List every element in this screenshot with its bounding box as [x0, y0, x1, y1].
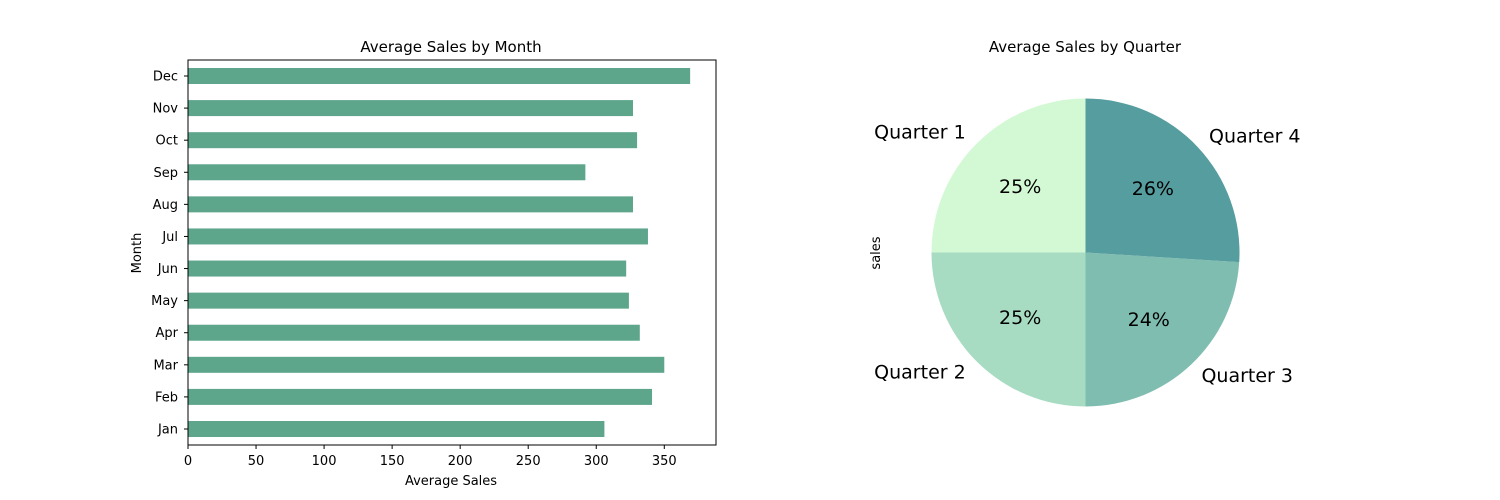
bar-aug	[188, 196, 633, 213]
pie-percent-label: 24%	[1128, 309, 1170, 331]
y-tick-label: Dec	[153, 70, 178, 85]
pie-slice-label: Quarter 4	[1209, 126, 1301, 148]
y-tick-label: May	[151, 294, 178, 309]
y-tick-label: Oct	[156, 134, 178, 149]
y-tick-label: Mar	[153, 358, 178, 373]
y-tick-label: Jun	[157, 262, 178, 277]
y-tick-label: Aug	[153, 198, 178, 213]
y-tick-label: Nov	[153, 102, 179, 117]
x-tick-label: 150	[380, 454, 405, 469]
bar-chart: Average Sales by Month Jan Feb Mar Apr May Ju…	[130, 38, 717, 489]
bar-series	[188, 68, 691, 437]
pie-chart-title: Average Sales by Quarter	[989, 38, 1182, 56]
pie-percent-label: 25%	[999, 176, 1041, 198]
bar-feb	[188, 388, 653, 405]
pie-slice-quarter-4	[1085, 98, 1240, 263]
bar-sep	[188, 164, 586, 181]
y-tick-label: Jul	[161, 230, 178, 245]
bar-jan	[188, 421, 605, 437]
x-tick-label: 0	[184, 454, 192, 469]
x-axis-ticks: 0 50 100 150 200 250 300 350	[184, 445, 677, 469]
bar-apr	[188, 324, 640, 341]
pie-slice-quarter-2	[931, 252, 1086, 407]
pie-slice-quarter-3	[1085, 252, 1240, 407]
bar-jul	[188, 228, 648, 245]
y-tick-label: Apr	[156, 326, 179, 341]
pie-slice-label: Quarter 1	[874, 122, 966, 144]
x-tick-label: 300	[584, 454, 609, 469]
x-tick-label: 50	[248, 454, 265, 469]
x-axis-label: Average Sales	[405, 474, 497, 489]
bar-chart-title: Average Sales by Month	[360, 38, 541, 56]
pie-chart: Average Sales by Quarter sales Quarter 1…	[869, 38, 1301, 407]
pie-slices	[931, 98, 1240, 407]
bar-may	[188, 292, 629, 309]
pie-percent-label: 25%	[999, 307, 1041, 329]
x-tick-label: 250	[516, 454, 541, 469]
x-tick-label: 350	[652, 454, 677, 469]
bar-dec	[188, 68, 691, 84]
x-tick-label: 200	[448, 454, 473, 469]
bar-plot-frame	[187, 59, 717, 446]
pie-slice-quarter-1	[931, 98, 1086, 253]
bar-mar	[188, 356, 665, 373]
bar-oct	[188, 132, 638, 149]
pie-slice-label: Quarter 2	[874, 361, 966, 383]
pie-slice-label: Quarter 3	[1201, 365, 1293, 387]
y-tick-label: Feb	[155, 390, 178, 405]
y-tick-label: Jan	[157, 423, 178, 438]
pie-percent-label: 26%	[1132, 178, 1174, 200]
y-axis-label: Month	[130, 233, 145, 274]
pie-y-axis-label: sales	[869, 236, 884, 269]
bar-nov	[188, 100, 633, 117]
y-tick-label: Sep	[153, 166, 178, 181]
y-axis-ticks: Jan Feb Mar Apr May Jun Jul Aug Sep Oct Nov Dec	[151, 70, 188, 438]
bar-jun	[188, 260, 627, 277]
x-tick-label: 100	[312, 454, 337, 469]
pie-labels: Quarter 1 25% Quarter 2 25% Quarter 3 24% Quar…	[874, 122, 1300, 387]
